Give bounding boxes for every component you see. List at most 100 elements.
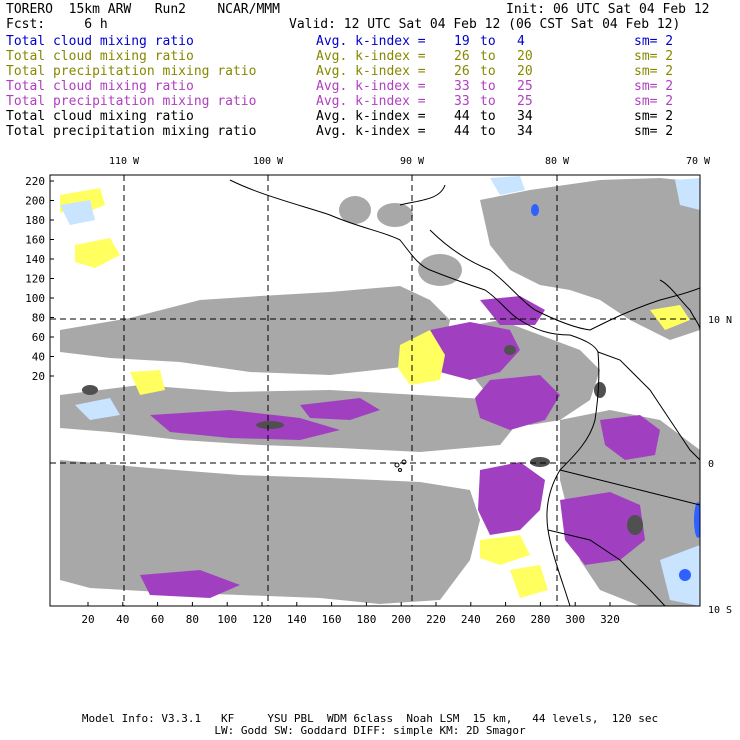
legend-field: Total cloud mixing ratio bbox=[6, 34, 194, 49]
legend-sm: sm= 2 bbox=[634, 109, 674, 124]
legend-field: Total cloud mixing ratio bbox=[6, 49, 194, 64]
legend-stat: Avg. k-index = bbox=[316, 79, 426, 94]
legend-field: Total precipitation mixing ratio bbox=[6, 124, 257, 139]
legend-stat: Avg. k-index = bbox=[316, 124, 426, 139]
precip-yellow-region bbox=[398, 330, 445, 385]
cloud-gray-region bbox=[60, 460, 480, 604]
x-tick-label: 20 bbox=[81, 613, 94, 626]
forecast-hour: Fcst: 6 h bbox=[6, 17, 108, 32]
legend-to: to bbox=[480, 34, 496, 49]
legend-b: 25 bbox=[517, 79, 533, 94]
cloud-gray-patch bbox=[418, 254, 462, 286]
y-tick-label: 100 bbox=[25, 292, 45, 305]
valid-time: Valid: 12 UTC Sat 04 Feb 12 (06 CST Sat … bbox=[289, 17, 681, 32]
cloud-gray-region bbox=[480, 178, 700, 340]
legend-a: 19 bbox=[454, 34, 470, 49]
legend-a: 44 bbox=[454, 124, 470, 139]
legend-b: 34 bbox=[517, 124, 533, 139]
x-tick-label: 60 bbox=[151, 613, 164, 626]
precip-purple-region bbox=[300, 398, 380, 420]
cloud-lightblue-region bbox=[675, 178, 700, 210]
legend-to: to bbox=[480, 79, 496, 94]
cloud-lightblue-region bbox=[490, 176, 525, 195]
latitude-label: 0 bbox=[708, 459, 714, 470]
x-tick-label: 180 bbox=[356, 613, 376, 626]
precip-purple-region bbox=[430, 322, 520, 380]
legend-field: Total cloud mixing ratio bbox=[6, 109, 194, 124]
cloud-blue-patch bbox=[679, 569, 691, 581]
cloud-core-dark bbox=[530, 457, 550, 467]
cloud-core-dark bbox=[256, 421, 284, 429]
legend-b: 4 bbox=[517, 34, 525, 49]
cloud-lightblue-region bbox=[75, 398, 120, 420]
precip-purple-region bbox=[478, 462, 545, 535]
cloud-core-dark bbox=[504, 345, 516, 355]
precip-yellow-region bbox=[650, 305, 690, 330]
precip-yellow-region bbox=[130, 370, 165, 395]
y-tick-label: 120 bbox=[25, 273, 45, 286]
legend-a: 26 bbox=[454, 49, 470, 64]
legend-sm: sm= 2 bbox=[634, 79, 674, 94]
legend-to: to bbox=[480, 64, 496, 79]
legend-stat: Avg. k-index = bbox=[316, 34, 426, 49]
precip-purple-region bbox=[475, 375, 560, 430]
title-left: TORERO 15km ARW Run2 NCAR/MMM bbox=[6, 2, 280, 17]
x-tick-label: 120 bbox=[252, 613, 272, 626]
x-tick-label: 320 bbox=[600, 613, 620, 626]
precip-yellow-region bbox=[510, 565, 548, 598]
map-frame bbox=[49, 174, 701, 607]
y-tick-label: 160 bbox=[25, 234, 45, 247]
country-borders bbox=[547, 351, 700, 606]
cloud-core-dark bbox=[594, 382, 606, 398]
legend-stat: Avg. k-index = bbox=[316, 109, 426, 124]
legend-sm: sm= 2 bbox=[634, 124, 674, 139]
cloud-gray-region bbox=[60, 286, 450, 375]
x-tick-label: 160 bbox=[322, 613, 342, 626]
legend-to: to bbox=[480, 49, 496, 64]
longitude-label: 110 W bbox=[109, 156, 140, 167]
model-info-line1: Model Info: V3.3.1 KF YSU PBL WDM 6class… bbox=[81, 712, 659, 725]
longitude-label: 100 W bbox=[253, 156, 284, 167]
x-tick-label: 220 bbox=[426, 613, 446, 626]
x-tick-label: 100 bbox=[217, 613, 237, 626]
latitude-label: 10 S bbox=[708, 605, 732, 616]
legend-to: to bbox=[480, 94, 496, 109]
cloud-core-dark bbox=[82, 385, 98, 395]
init-time: Init: 06 UTC Sat 04 Feb 12 bbox=[506, 2, 710, 17]
legend-stat: Avg. k-index = bbox=[316, 64, 426, 79]
legend-sm: sm= 2 bbox=[634, 64, 674, 79]
cloud-fields bbox=[60, 176, 700, 606]
cloud-gray-patch bbox=[339, 196, 371, 224]
precip-yellow-region bbox=[480, 535, 530, 565]
legend-b: 20 bbox=[517, 64, 533, 79]
precip-yellow-region bbox=[75, 238, 120, 268]
legend-b: 34 bbox=[517, 109, 533, 124]
y-tick-label: 40 bbox=[32, 351, 45, 364]
precip-purple-region bbox=[140, 570, 240, 598]
model-info-line2: LW: Godd SW: Goddard DIFF: simple KM: 2D… bbox=[214, 724, 526, 737]
y-tick-label: 220 bbox=[25, 175, 45, 188]
cloud-blue-patch bbox=[531, 204, 539, 216]
y-tick-label: 80 bbox=[32, 312, 45, 325]
island-galapagos bbox=[398, 468, 402, 472]
precip-purple-region bbox=[480, 296, 545, 325]
y-tick-label: 60 bbox=[32, 331, 45, 344]
legend-stat: Avg. k-index = bbox=[316, 49, 426, 64]
x-tick-label: 140 bbox=[287, 613, 307, 626]
y-tick-label: 180 bbox=[25, 214, 45, 227]
legend-field: Total precipitation mixing ratio bbox=[6, 64, 257, 79]
island-galapagos bbox=[401, 459, 407, 465]
y-tick-label: 20 bbox=[32, 370, 45, 383]
x-tick-label: 280 bbox=[530, 613, 550, 626]
legend-sm: sm= 2 bbox=[634, 49, 674, 64]
longitude-label: 90 W bbox=[400, 156, 425, 167]
x-tick-label: 40 bbox=[116, 613, 129, 626]
legend-sm: sm= 2 bbox=[634, 34, 674, 49]
precip-purple-region bbox=[560, 492, 645, 565]
x-tick-label: 80 bbox=[186, 613, 199, 626]
legend-stat: Avg. k-index = bbox=[316, 94, 426, 109]
y-tick-label: 200 bbox=[25, 195, 45, 208]
legend-field: Total cloud mixing ratio bbox=[6, 79, 194, 94]
precip-purple-region bbox=[150, 410, 340, 440]
